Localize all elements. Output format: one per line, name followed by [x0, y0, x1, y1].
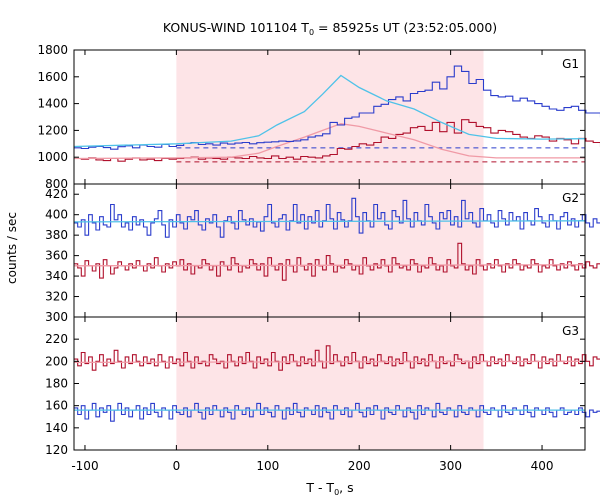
blue-series	[74, 402, 600, 422]
y-tick-label: 140	[45, 421, 68, 435]
y-tick-label: 380	[45, 228, 68, 242]
panel-label: G3	[562, 324, 579, 338]
panel-g1: 800 1000 1200 1400 1600 1800 G1	[37, 43, 600, 191]
panel-g2: 300 320 340 360 380 400 420 G2	[45, 183, 600, 324]
y-tick-label: 1600	[37, 70, 68, 84]
x-tick-label: 0	[173, 459, 181, 473]
y-tick-label: 1000	[37, 150, 68, 164]
y-tick-label: 400	[45, 208, 68, 222]
y-tick-label: 300	[45, 310, 68, 324]
y-axis-label: counts / sec	[5, 212, 19, 284]
y-tick-label: 1200	[37, 123, 68, 137]
y-tick-label: 320	[45, 290, 68, 304]
x-tick-label: 100	[256, 459, 279, 473]
y-tick-label: 120	[45, 443, 68, 457]
blue-series-fit	[73, 220, 586, 223]
x-tick-label: 300	[439, 459, 462, 473]
y-tick-label: 1400	[37, 97, 68, 111]
y-tick-label: 340	[45, 269, 68, 283]
x-axis-label: T - T0, s	[305, 480, 353, 497]
blue-series	[74, 65, 600, 150]
y-tick-label: 360	[45, 249, 68, 263]
chart-title: KONUS-WIND 101104 T0 = 85925s UT (23:52:…	[163, 20, 497, 37]
y-tick-label: 220	[45, 332, 68, 346]
y-tick-label: 180	[45, 377, 68, 391]
x-tick-label: 400	[531, 459, 554, 473]
x-tick-label: 200	[348, 459, 371, 473]
blue-series-fit	[73, 74, 586, 148]
y-tick-label: 420	[45, 187, 68, 201]
plot-area: 80010001200140016001800G1300320340360380…	[37, 43, 600, 473]
panel-g3: 120 140 160 180 200 220 G3	[45, 316, 600, 457]
highlight-interval	[176, 50, 484, 450]
y-tick-label: 200	[45, 354, 68, 368]
red-series-fit	[73, 264, 586, 267]
red-series	[74, 242, 600, 281]
red-series-fit	[73, 360, 586, 364]
panel-label: G2	[562, 191, 579, 205]
y-tick-label: 800	[45, 177, 68, 191]
panel-label: G1	[562, 57, 579, 71]
red-series-fit	[73, 123, 585, 160]
x-tick-label: -100	[71, 459, 98, 473]
y-tick-label: 1800	[37, 43, 68, 57]
y-tick-label: 160	[45, 399, 68, 413]
